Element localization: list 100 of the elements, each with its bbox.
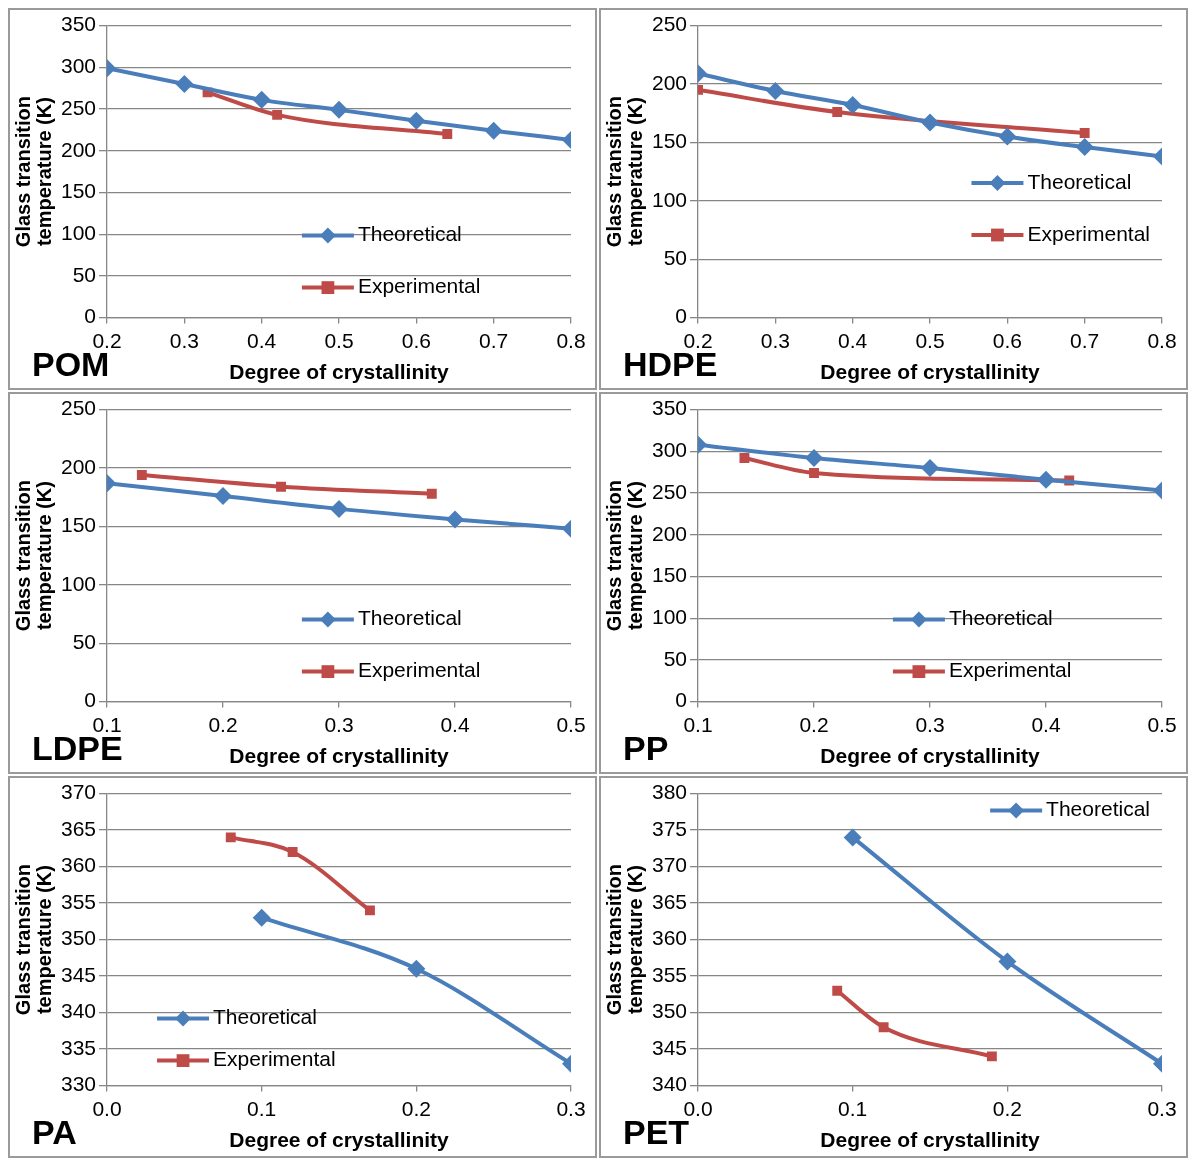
point: [1037, 470, 1056, 489]
x-tick-label: 0.4: [838, 329, 868, 352]
y-tick-label: 0: [84, 304, 97, 328]
y-tick-label: 300: [651, 438, 688, 462]
legend-label: Theoretical: [948, 606, 1053, 630]
legend-label: Theoretical: [357, 606, 462, 630]
point: [878, 1022, 889, 1033]
point: [998, 127, 1017, 146]
y-tick-label: 150: [60, 179, 97, 203]
y-tick-label: 0: [675, 688, 688, 712]
point: [330, 499, 349, 518]
point: [272, 109, 283, 120]
x-tick-label: 0.3: [915, 713, 945, 736]
y-tick-label: 370: [651, 853, 688, 877]
x-axis-title: Degree of crystallinity: [820, 1128, 1041, 1152]
point: [832, 985, 843, 996]
legend-label: Experimental: [357, 274, 481, 298]
point: [252, 90, 271, 109]
x-tick-label: 0.4: [1031, 713, 1061, 736]
point: [843, 828, 862, 847]
x-tick-label: 0.1: [247, 1097, 277, 1120]
legend-label: Experimental: [948, 658, 1072, 682]
y-tick-label: 0: [84, 688, 97, 712]
point: [136, 470, 147, 480]
x-tick-label: 0.4: [440, 713, 470, 736]
point: [1079, 128, 1090, 139]
y-tick-label: 345: [60, 962, 97, 986]
y-tick-label: 365: [60, 816, 97, 840]
legend-label: Experimental: [213, 1047, 336, 1071]
point: [276, 481, 286, 492]
point: [766, 82, 785, 101]
x-tick-label: 0.2: [208, 713, 238, 736]
y-tick-label: 50: [72, 630, 97, 653]
point: [805, 448, 824, 467]
y-tick-label: 355: [60, 889, 97, 913]
y-axis-title: Glass transition temperature (K): [603, 480, 647, 632]
y-tick-label: 350: [60, 12, 97, 36]
y-axis-title: Glass transition temperature (K): [603, 864, 647, 1016]
y-tick-label: 250: [60, 95, 97, 119]
y-tick-label: 345: [651, 1035, 688, 1059]
x-tick-label: 0.5: [915, 329, 945, 352]
y-tick-label: 360: [651, 926, 688, 950]
x-tick-label: 0.5: [324, 329, 354, 352]
point: [998, 952, 1017, 971]
y-tick-label: 100: [651, 187, 688, 211]
y-tick-label: 380: [651, 780, 688, 804]
legend-label: Theoretical: [357, 222, 462, 246]
y-tick-label: 350: [651, 396, 688, 420]
legend-label: Experimental: [1027, 221, 1151, 245]
x-tick-label: 0.7: [1070, 329, 1100, 352]
point: [214, 487, 233, 506]
y-tick-label: 200: [651, 521, 688, 545]
point: [252, 908, 271, 927]
y-tick-label: 50: [72, 262, 97, 286]
y-tick-label: 350: [60, 926, 97, 950]
point: [739, 453, 750, 463]
point: [330, 100, 349, 119]
point: [446, 510, 465, 529]
point: [426, 488, 437, 499]
x-tick-label: 0.0: [92, 1097, 122, 1120]
point: [365, 905, 375, 916]
y-tick-label: 150: [651, 563, 688, 587]
x-tick-label: 0.5: [1147, 713, 1177, 736]
y-tick-label: 200: [60, 454, 97, 478]
x-tick-label: 0.8: [1147, 329, 1177, 352]
x-tick-label: 0.2: [401, 1097, 431, 1120]
point: [442, 129, 453, 140]
point: [809, 468, 819, 478]
y-tick-label: 350: [651, 999, 688, 1023]
y-tick-label: 360: [60, 853, 97, 877]
x-axis-title: Degree of crystallinity: [229, 1128, 450, 1152]
point: [921, 113, 940, 132]
x-tick-label: 0.7: [479, 329, 509, 352]
point: [407, 959, 426, 978]
point: [986, 1051, 997, 1062]
y-tick-label: 250: [651, 479, 688, 503]
x-tick-label: 0.4: [247, 329, 277, 352]
point: [287, 847, 298, 857]
y-axis-title: Glass transition temperature (K): [12, 480, 56, 632]
y-tick-label: 370: [60, 780, 97, 804]
text: PP: [623, 729, 669, 768]
x-tick-label: 0.3: [324, 713, 354, 736]
y-tick-label: 150: [651, 129, 688, 153]
y-tick-label: 355: [651, 962, 688, 986]
y-tick-label: 0: [675, 304, 688, 328]
y-tick-label: 50: [663, 646, 688, 670]
y-tick-label: 250: [60, 396, 97, 420]
y-axis-title: Glass transition temperature (K): [12, 96, 56, 248]
y-tick-label: 200: [651, 70, 688, 94]
x-axis-title: Degree of crystallinity: [820, 744, 1041, 768]
x-tick-label: 0.6: [992, 329, 1022, 352]
x-axis-title: Degree of crystallinity: [820, 360, 1041, 384]
y-tick-label: 300: [60, 54, 97, 78]
x-tick-label: 0.3: [169, 329, 199, 352]
point: [175, 75, 194, 93]
x-tick-label: 0.2: [799, 713, 829, 736]
x-tick-label: 0.6: [401, 329, 431, 352]
x-tick-label: 0.3: [1147, 1097, 1177, 1120]
y-tick-label: 100: [60, 220, 97, 244]
point: [1075, 138, 1094, 157]
